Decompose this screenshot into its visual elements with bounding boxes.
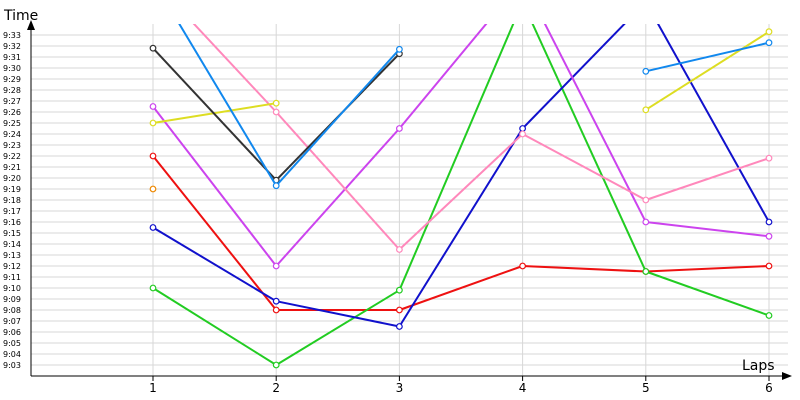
data-point[interactable] xyxy=(642,67,650,75)
data-point[interactable] xyxy=(642,106,650,114)
y-tick-label: 9:21 xyxy=(3,163,21,172)
x-tick-labels: 1 2 3 4 5 6 xyxy=(149,381,773,395)
data-point[interactable] xyxy=(642,196,650,204)
series-4 xyxy=(149,24,773,270)
y-tick-label: 9:23 xyxy=(3,141,21,150)
y-tick-label: 9:32 xyxy=(3,42,21,51)
series-3 xyxy=(149,0,773,330)
x-tick-label: 3 xyxy=(396,381,404,395)
y-tick-label: 9:16 xyxy=(3,218,21,227)
x-axis-title: Laps xyxy=(742,358,775,374)
series-line xyxy=(192,24,770,251)
data-point[interactable] xyxy=(765,262,773,270)
data-point[interactable] xyxy=(765,154,773,162)
series-8 xyxy=(178,24,773,190)
y-axis-title: Time xyxy=(3,8,38,24)
series-2 xyxy=(149,0,773,369)
data-point[interactable] xyxy=(272,297,280,305)
data-point[interactable] xyxy=(272,361,280,369)
y-tick-label: 9:05 xyxy=(3,339,21,348)
x-tick-label: 2 xyxy=(272,381,280,395)
y-tick-label: 9:09 xyxy=(3,295,21,304)
data-point[interactable] xyxy=(519,130,526,138)
y-axis-arrow xyxy=(27,20,35,30)
y-tick-label: 9:17 xyxy=(3,207,21,216)
y-tick-label: 9:19 xyxy=(3,185,21,194)
data-point[interactable] xyxy=(149,44,157,52)
data-point[interactable] xyxy=(519,125,526,132)
data-point[interactable] xyxy=(642,218,650,226)
data-point[interactable] xyxy=(396,246,403,253)
series-line xyxy=(152,24,770,366)
data-point[interactable] xyxy=(396,286,403,294)
data-point[interactable] xyxy=(765,232,773,240)
series-line xyxy=(152,155,770,311)
x-tick-label: 1 xyxy=(149,381,157,395)
x-tick-label: 4 xyxy=(519,381,527,395)
data-point[interactable] xyxy=(765,39,773,47)
data-point[interactable] xyxy=(149,185,157,193)
data-point[interactable] xyxy=(519,262,526,270)
y-tick-label: 9:26 xyxy=(3,108,21,117)
y-tick-label: 9:30 xyxy=(3,64,21,73)
data-point[interactable] xyxy=(765,312,773,319)
axes: Time Laps xyxy=(3,8,792,380)
series-line xyxy=(152,24,770,328)
y-tick-label: 9:12 xyxy=(3,262,21,271)
y-tick-label: 9:11 xyxy=(3,273,21,282)
grid xyxy=(31,24,788,381)
data-point[interactable] xyxy=(272,306,280,314)
y-tick-labels: 9:03 9:04 9:05 9:06 9:07 9:08 9:09 9:10 9:11 9:12… xyxy=(3,31,21,370)
y-tick-label: 9:29 xyxy=(3,75,21,84)
y-tick-label: 9:03 xyxy=(3,361,21,370)
y-tick-label: 9:10 xyxy=(3,284,21,293)
x-tick-label: 5 xyxy=(642,381,650,395)
series-line xyxy=(645,30,770,111)
data-point[interactable] xyxy=(149,119,157,127)
y-tick-label: 9:25 xyxy=(3,119,21,128)
y-tick-label: 9:22 xyxy=(3,152,21,161)
y-tick-label: 9:28 xyxy=(3,86,21,95)
series-5 xyxy=(192,24,773,253)
y-tick-label: 9:24 xyxy=(3,130,21,139)
y-tick-label: 9:31 xyxy=(3,53,21,62)
data-point[interactable] xyxy=(272,99,280,107)
data-point[interactable] xyxy=(396,306,403,314)
data-point[interactable] xyxy=(396,45,403,53)
data-point[interactable] xyxy=(765,218,773,226)
data-point[interactable] xyxy=(396,125,403,132)
y-tick-label: 9:15 xyxy=(3,229,21,238)
data-point[interactable] xyxy=(149,284,157,292)
y-tick-label: 9:07 xyxy=(3,317,21,326)
data-point[interactable] xyxy=(149,152,157,160)
y-tick-label: 9:33 xyxy=(3,31,21,40)
data-point[interactable] xyxy=(272,182,280,190)
series-line xyxy=(645,41,770,73)
data-point[interactable] xyxy=(765,28,773,36)
y-tick-label: 9:18 xyxy=(3,196,21,205)
data-point[interactable] xyxy=(272,262,280,270)
data-point[interactable] xyxy=(149,224,157,231)
x-axis-arrow xyxy=(782,372,792,380)
data-point[interactable] xyxy=(520,0,526,5)
series-9 xyxy=(149,185,157,193)
y-tick-label: 9:20 xyxy=(3,174,21,183)
series xyxy=(149,0,773,369)
x-tick-label: 6 xyxy=(765,381,773,395)
data-point[interactable] xyxy=(643,0,649,5)
y-tick-label: 9:04 xyxy=(3,350,21,359)
series-line xyxy=(152,24,770,267)
y-tick-label: 9:06 xyxy=(3,328,21,337)
y-tick-label: 9:27 xyxy=(3,97,21,106)
y-tick-label: 9:14 xyxy=(3,240,21,249)
data-point[interactable] xyxy=(149,103,157,110)
data-point[interactable] xyxy=(272,108,280,116)
data-point[interactable] xyxy=(396,323,403,330)
y-tick-label: 9:08 xyxy=(3,306,21,315)
data-point[interactable] xyxy=(642,268,650,275)
y-tick-label: 9:13 xyxy=(3,251,21,260)
